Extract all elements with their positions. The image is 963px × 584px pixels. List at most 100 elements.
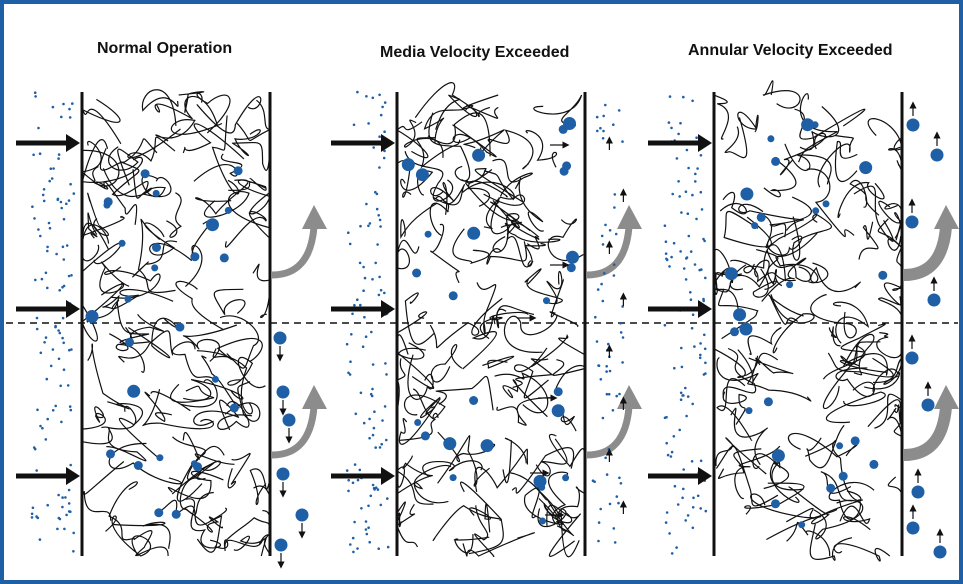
inlet-dot — [347, 489, 350, 493]
droplet — [826, 483, 836, 493]
fiber — [413, 464, 452, 504]
inlet-dot — [689, 298, 693, 302]
fiber — [476, 282, 497, 334]
fiber — [809, 523, 853, 561]
reentrained-dot — [599, 507, 602, 511]
fiber — [722, 347, 757, 398]
fiber — [167, 470, 224, 500]
inlet-dot — [699, 154, 703, 157]
fiber — [502, 379, 548, 418]
fiber — [743, 244, 786, 282]
inlet-dot — [33, 217, 36, 220]
inlet-dot — [704, 372, 707, 375]
reentrained-dot — [597, 364, 600, 367]
inlet-dot — [374, 446, 378, 449]
droplet — [420, 431, 430, 441]
fiber — [396, 311, 428, 335]
fiber — [111, 161, 149, 197]
fiber — [513, 347, 549, 399]
flow-arrow-head — [617, 385, 642, 409]
inlet-dot — [372, 486, 376, 490]
inlet-dot — [680, 346, 683, 350]
inlet-dot — [365, 532, 369, 536]
inlet-dot — [370, 394, 374, 398]
inlet-dot — [367, 526, 370, 529]
inlet-dot — [59, 200, 63, 204]
fiber — [237, 179, 271, 215]
fiber — [81, 98, 122, 145]
fiber — [486, 241, 528, 265]
fiber — [249, 468, 271, 506]
inlet-dot — [680, 211, 683, 214]
fiber — [87, 343, 130, 410]
inlet-dot — [699, 190, 703, 194]
inlet-dot — [63, 527, 66, 531]
carryover-droplet — [927, 293, 941, 307]
inlet-dot — [700, 208, 704, 211]
fiber — [533, 94, 583, 127]
inlet-dot — [61, 245, 65, 249]
fiber — [723, 211, 772, 248]
fiber — [118, 330, 174, 363]
inlet-dot — [665, 511, 669, 514]
inlet-dot — [62, 217, 66, 221]
fiber — [171, 341, 218, 382]
fiber — [763, 462, 800, 503]
inlet-dot — [686, 212, 690, 215]
inlet-dot — [68, 107, 71, 111]
fiber — [806, 424, 845, 469]
reentrained-dot — [618, 476, 621, 480]
fiber — [798, 93, 838, 163]
fiber — [492, 158, 533, 197]
inlet-dot — [35, 515, 38, 518]
inlet-dot — [356, 90, 359, 94]
fiber — [512, 358, 554, 389]
inlet-dot — [704, 509, 708, 513]
fiber — [817, 134, 854, 188]
droplet — [154, 508, 164, 518]
fiber — [127, 128, 181, 162]
reentrained-dot — [611, 409, 615, 412]
inlet-dot — [37, 228, 40, 231]
inlet-dot — [702, 299, 705, 303]
droplet — [190, 252, 200, 262]
inlet-dot — [71, 102, 74, 105]
inlet-dot — [668, 265, 671, 268]
fiber — [887, 407, 903, 438]
fiber — [752, 268, 777, 298]
reentrained-dot — [613, 193, 617, 196]
reentrained-dot — [605, 365, 608, 368]
fiber — [435, 375, 494, 411]
inlet-dot — [61, 336, 64, 340]
droplet — [850, 436, 860, 446]
inlet-dot — [38, 152, 42, 155]
droplet — [193, 462, 202, 472]
title-annular-velocity-exceeded: Annular Velocity Exceeded — [688, 42, 893, 59]
inlet-dot — [670, 126, 673, 130]
inlet-dot — [682, 267, 686, 270]
reentrained-dot — [607, 447, 611, 451]
fiber — [730, 259, 796, 283]
fiber — [833, 301, 870, 344]
inlet-dot — [699, 353, 702, 357]
fiber — [397, 342, 426, 360]
droplet — [859, 161, 873, 175]
inlet-arrow-head — [381, 134, 395, 152]
fiber — [724, 117, 748, 159]
droplet — [538, 483, 546, 491]
inlet-dot — [31, 506, 35, 510]
inlet-dot — [72, 531, 75, 535]
inlet-dot — [698, 356, 702, 360]
inlet-arrow-head — [66, 300, 80, 318]
droplet — [543, 297, 550, 305]
inlet-dot — [56, 527, 59, 531]
fiber — [730, 407, 768, 466]
fiber — [224, 381, 261, 422]
fiber — [182, 324, 238, 362]
inlet-dot — [371, 387, 374, 391]
fiber — [196, 337, 263, 363]
droplet — [472, 148, 486, 162]
inlet-dot — [367, 122, 370, 125]
inlet-dot — [49, 364, 53, 368]
fiber — [217, 400, 253, 430]
